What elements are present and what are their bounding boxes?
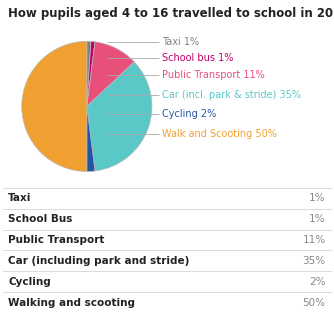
Text: 50%: 50% <box>303 298 326 308</box>
Wedge shape <box>87 41 95 106</box>
Text: School bus 1%: School bus 1% <box>162 54 233 64</box>
Text: 2%: 2% <box>309 277 326 287</box>
Text: Taxi 1%: Taxi 1% <box>162 37 199 47</box>
Text: Public Transport: Public Transport <box>8 235 105 245</box>
Text: Car (incl. park & stride) 35%: Car (incl. park & stride) 35% <box>162 90 301 100</box>
Text: 1%: 1% <box>309 193 326 203</box>
Text: Public Transport 11%: Public Transport 11% <box>162 70 265 80</box>
Text: 35%: 35% <box>303 256 326 266</box>
Wedge shape <box>87 106 95 172</box>
Text: 11%: 11% <box>303 235 326 245</box>
Text: How pupils aged 4 to 16 travelled to school in 2019: How pupils aged 4 to 16 travelled to sch… <box>8 7 334 20</box>
Text: 1%: 1% <box>309 214 326 224</box>
Text: Cycling: Cycling <box>8 277 51 287</box>
Text: Taxi: Taxi <box>8 193 32 203</box>
Wedge shape <box>87 62 152 171</box>
Text: School Bus: School Bus <box>8 214 73 224</box>
Text: Cycling 2%: Cycling 2% <box>162 109 216 119</box>
Wedge shape <box>22 41 87 172</box>
Wedge shape <box>87 42 134 106</box>
Text: Car (including park and stride): Car (including park and stride) <box>8 256 190 266</box>
Text: Walking and scooting: Walking and scooting <box>8 298 135 308</box>
Text: Walk and Scooting 50%: Walk and Scooting 50% <box>162 129 277 139</box>
Wedge shape <box>87 41 91 106</box>
